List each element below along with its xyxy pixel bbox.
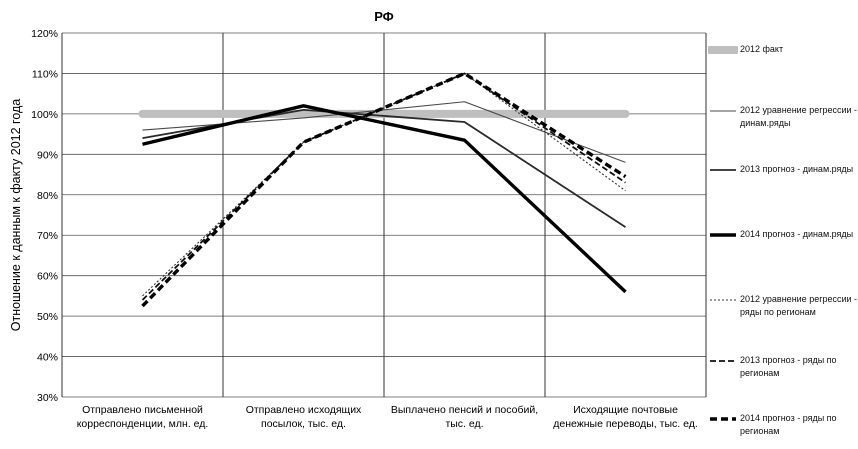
legend-label: 2012 факт [740, 44, 784, 54]
y-tick-label: 30% [37, 392, 58, 404]
series-line-4 [142, 72, 626, 297]
y-tick-label: 80% [37, 190, 58, 202]
legend-item: 2012 уравнение регрессии - динам.ряды [708, 104, 858, 136]
series-line-6 [141, 71, 627, 308]
legend-swatch [708, 46, 738, 54]
series-line-3 [142, 104, 627, 294]
y-tick-label: 90% [37, 149, 58, 161]
grid [61, 32, 707, 398]
legend-label: 2012 уравнение регрессии - динам.ряды [740, 105, 858, 128]
y-tick-label: 110% [32, 68, 58, 80]
series-line-5 [141, 72, 627, 301]
axis-ticks: 30% 40% 50% 60% 70% 80% 90% 100% 110% 120% Отправл… [31, 28, 698, 430]
legend-swatch [710, 110, 736, 112]
legend-label: 2012 уравнение регрессии - ряды по регио… [740, 294, 858, 317]
y-axis-label: Отношение к данным к факту 2012 года [9, 99, 23, 332]
legend-label: 2014 прогноз - динам.ряды [740, 229, 854, 239]
legend-swatch [710, 233, 736, 237]
legend-label: 2013 прогноз - динам.ряды [740, 164, 854, 174]
y-tick-label: 100% [31, 109, 58, 121]
legend-item: 2012 факт [708, 43, 858, 75]
legend-swatch [710, 299, 736, 301]
legend-swatch [710, 417, 736, 421]
legend-item: 2013 прогноз - ряды по регионам [708, 354, 858, 386]
legend-label: 2014 прогноз - ряды по регионам [740, 413, 837, 436]
x-tick-label: Исходящие почтовые [573, 404, 678, 416]
x-tick-label: Отправлено исходящих [246, 404, 362, 416]
legend-item: 2012 уравнение регрессии - ряды по регио… [708, 293, 858, 325]
legend: 2012 факт 2012 уравнение регрессии - дина… [708, 0, 858, 444]
y-tick-label: 50% [37, 311, 58, 323]
y-tick-label: 40% [37, 352, 58, 364]
legend-item: 2014 прогноз - динам.ряды [708, 228, 858, 260]
legend-swatch [710, 360, 736, 362]
chart-title: РФ [374, 9, 394, 24]
series-lines [138, 71, 630, 308]
y-tick-label: 70% [37, 230, 58, 242]
legend-label: 2013 прогноз - ряды по регионам [740, 355, 837, 378]
x-tick-label: корреспонденции, млн. ед. [77, 418, 209, 430]
y-tick-label: 60% [37, 271, 58, 283]
x-tick-label: Отправлено письменной [82, 404, 203, 416]
x-tick-label: Выплачено пенсий и пособий, [391, 404, 538, 416]
x-tick-label: тыс. ед. [445, 418, 483, 430]
x-tick-label: денежные переводы, тыс. ед. [553, 418, 698, 430]
legend-swatch [710, 169, 736, 171]
legend-item: 2014 прогноз - ряды по регионам [708, 412, 858, 444]
y-tick-label: 120% [31, 28, 58, 40]
x-tick-label: посылок, тыс. ед. [261, 418, 346, 430]
legend-item: 2013 прогноз - динам.ряды [708, 163, 858, 195]
